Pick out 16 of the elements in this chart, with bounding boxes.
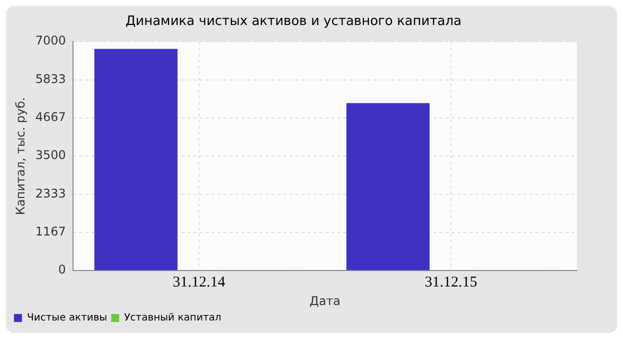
x-axis-title: Дата [309,294,341,308]
y-tick-label: 2333 [35,186,66,200]
bar [346,103,430,270]
y-tick-label: 1167 [35,224,66,239]
y-tick-label: 3500 [35,148,66,162]
y-tick-label: 7000 [35,34,66,48]
y-tick-label: 5833 [35,72,66,86]
chart-title: Динамика чистых активов и уставного капитала [125,14,462,30]
y-tick-label: 4667 [35,110,66,124]
y-axis-title: Капитал, тыс. руб. [13,97,28,215]
bar [94,48,178,270]
legend-label: Уставный капитал [124,312,222,324]
y-tick-label: 0 [58,262,66,277]
legend-label: Чистые активы [27,312,108,324]
x-tick-label: 31.12.14 [172,274,226,291]
x-tick-label: 31.12.15 [424,274,478,291]
